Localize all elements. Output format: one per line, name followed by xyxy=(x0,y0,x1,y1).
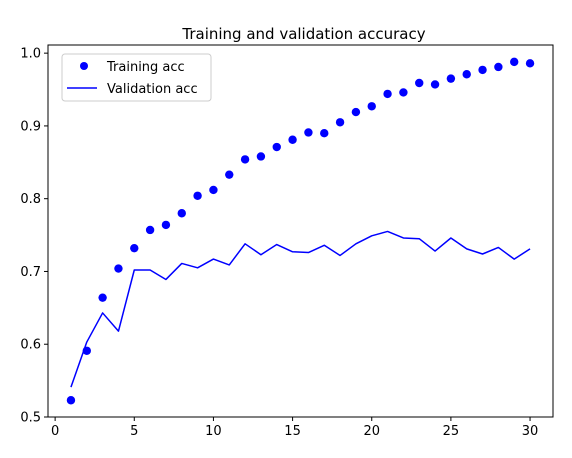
training-acc-point xyxy=(209,185,218,195)
legend-label-training: Training acc xyxy=(106,60,185,75)
training-acc-point xyxy=(510,57,519,67)
y-tick-label: 1.0 xyxy=(20,47,41,62)
training-acc-point xyxy=(82,346,91,355)
x-tick-label: 30 xyxy=(522,424,539,439)
training-acc-point xyxy=(66,396,76,405)
axes: 0 5 10 15 20 25 30 0.5 0.6 0.7 0.8 0.9 1.0 xyxy=(20,44,554,439)
legend-label-validation: Validation acc xyxy=(107,82,198,97)
chart-title: Training and validation accuracy xyxy=(181,25,425,43)
training-acc-point xyxy=(462,70,471,79)
plot-area xyxy=(48,45,553,417)
x-tick-label: 25 xyxy=(443,424,460,439)
training-acc-point xyxy=(478,65,487,75)
x-tick-label: 0 xyxy=(51,424,59,439)
y-tick-label: 0.6 xyxy=(20,338,41,353)
legend-marker-training xyxy=(80,62,88,70)
training-acc-point xyxy=(446,74,456,83)
validation-acc-line xyxy=(70,230,531,388)
chart-marks xyxy=(66,57,535,405)
training-acc-point xyxy=(304,128,313,137)
y-tick-label: 0.5 xyxy=(20,411,41,426)
training-acc-point xyxy=(383,89,392,99)
training-acc-point xyxy=(225,170,234,179)
plot-frame xyxy=(47,44,554,418)
training-acc-point xyxy=(320,129,329,138)
y-tick-label: 0.9 xyxy=(20,119,41,134)
y-tick-label: 0.8 xyxy=(20,192,41,207)
training-acc-point xyxy=(399,88,408,97)
training-acc-point xyxy=(351,107,361,117)
legend-box xyxy=(61,53,212,102)
training-acc-point xyxy=(415,78,424,88)
training-acc-point xyxy=(256,152,266,161)
training-acc-point xyxy=(272,142,281,152)
training-acc-point xyxy=(288,135,297,144)
x-tick-label: 15 xyxy=(284,424,301,439)
x-tick-label: 10 xyxy=(205,424,222,439)
x-tick-label: 5 xyxy=(130,424,138,439)
y-tick-label: 0.7 xyxy=(20,265,41,280)
training-acc-point xyxy=(145,225,155,235)
training-acc-point xyxy=(114,264,123,273)
training-acc-point xyxy=(177,209,186,218)
training-acc-point xyxy=(130,243,139,253)
training-acc-point xyxy=(335,118,345,127)
training-acc-point xyxy=(98,293,107,302)
training-acc-point xyxy=(367,102,376,111)
training-acc-point xyxy=(494,62,503,72)
training-acc-point xyxy=(161,220,171,230)
x-tick-label: 20 xyxy=(363,424,380,439)
training-acc-point xyxy=(193,191,202,200)
training-acc-point xyxy=(430,80,440,89)
training-acc-point xyxy=(525,59,535,68)
legend: Training acc Validation acc xyxy=(61,53,212,102)
training-acc-point xyxy=(240,155,250,164)
